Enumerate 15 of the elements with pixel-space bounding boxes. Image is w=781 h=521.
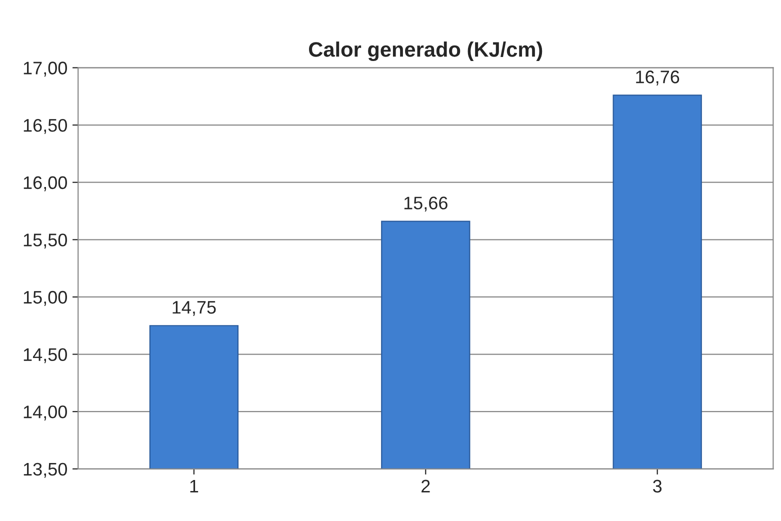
data-label: 16,76 bbox=[636, 70, 680, 86]
y-tick-label: 14,00 bbox=[24, 406, 67, 420]
y-tick-label: 15,00 bbox=[24, 290, 67, 306]
chart-title: Calor generado (KJ/cm) bbox=[309, 42, 542, 62]
y-tick-label: 15,50 bbox=[24, 234, 67, 249]
data-label: 14,75 bbox=[172, 301, 216, 316]
y-tick-label: 16,00 bbox=[24, 176, 67, 192]
x-tick-label: 2 bbox=[422, 480, 430, 492]
y-tick-label: 14,50 bbox=[24, 348, 67, 364]
y-tick-label: 13,50 bbox=[24, 462, 67, 478]
y-tick-label: 16,50 bbox=[24, 118, 67, 134]
data-label: 15,66 bbox=[404, 196, 448, 212]
x-tick-label: 3 bbox=[653, 480, 662, 493]
x-tick-label: 1 bbox=[190, 480, 198, 492]
y-tick-label: 17,00 bbox=[24, 62, 67, 77]
